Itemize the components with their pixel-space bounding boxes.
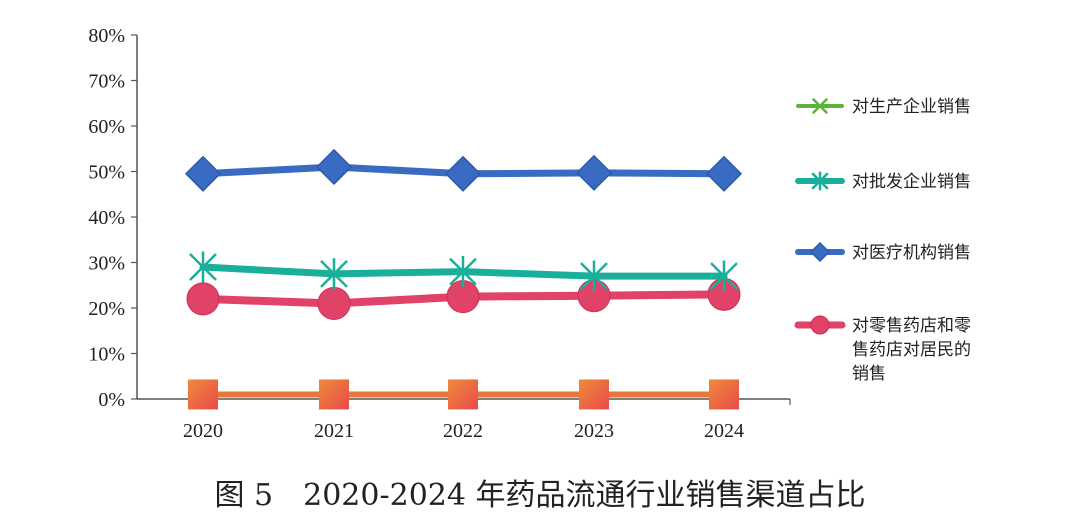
y-tick-label: 70% xyxy=(88,71,125,93)
axes: 0% 10% 20% 30% 40% 50% 60% 70% 80% 2020 2021 2022 20… xyxy=(88,25,791,442)
series-overlay-0-point xyxy=(709,379,739,410)
legend-label: 对零售药店和零 xyxy=(852,316,971,336)
series-wholesale xyxy=(189,251,738,292)
figure-caption: 图 5 2020-2024 年药品流通行业销售渠道占比 xyxy=(214,478,866,513)
legend-swatch-marker xyxy=(811,97,829,115)
legend-label: 对生产企业销售 xyxy=(852,97,971,117)
y-tick-label: 20% xyxy=(88,298,125,320)
series-wholesale-point xyxy=(580,260,608,292)
legend-item: 对批发企业销售 xyxy=(795,171,971,192)
series-overlay-0-point xyxy=(579,379,609,410)
legend-label: 对批发企业销售 xyxy=(852,172,971,192)
series-wholesale-point xyxy=(449,256,477,288)
x-tick-label: 2024 xyxy=(704,420,744,442)
series-overlay-0-point xyxy=(188,379,218,410)
series-medical-point xyxy=(705,155,743,192)
y-tick-label: 60% xyxy=(88,116,125,138)
y-tick-label: 50% xyxy=(88,162,125,184)
legend-swatch-marker xyxy=(811,171,829,191)
x-tick-label: 2023 xyxy=(574,420,614,442)
x-tick-label: 2022 xyxy=(443,420,483,442)
series-overlay-0-point xyxy=(448,379,478,410)
series-medical-point xyxy=(575,154,613,191)
x-tick-label: 2021 xyxy=(314,420,354,442)
legend-item: 对医疗机构销售 xyxy=(795,241,971,263)
series-overlay-0 xyxy=(188,379,739,410)
series-medical xyxy=(184,148,743,192)
legend-swatch-marker xyxy=(810,315,830,335)
series-wholesale-point xyxy=(710,260,738,292)
legend-item: 对生产企业销售 xyxy=(796,97,971,117)
series-retail xyxy=(186,277,741,320)
series-wholesale-point xyxy=(320,258,348,290)
series-retail-point xyxy=(186,282,220,316)
series-medical-point xyxy=(184,155,222,192)
y-tick-label: 30% xyxy=(88,253,125,275)
series-wholesale-point xyxy=(189,251,217,283)
legend-label: 销售 xyxy=(852,364,886,384)
y-tick-label: 40% xyxy=(88,207,125,229)
y-tick-label: 80% xyxy=(88,25,125,47)
series-layer xyxy=(184,148,743,410)
series-medical-point xyxy=(444,155,482,192)
legend-label: 售药店对居民的 xyxy=(852,340,971,360)
x-tick-label: 2020 xyxy=(183,420,223,442)
series-medical-point xyxy=(315,148,353,186)
series-retail-point xyxy=(317,286,351,320)
y-tick-label: 0% xyxy=(98,389,125,411)
y-tick-label: 10% xyxy=(88,344,125,366)
legend-label: 对医疗机构销售 xyxy=(852,243,971,263)
series-overlay-0-point xyxy=(319,379,349,410)
legend-swatch-marker xyxy=(809,241,831,263)
